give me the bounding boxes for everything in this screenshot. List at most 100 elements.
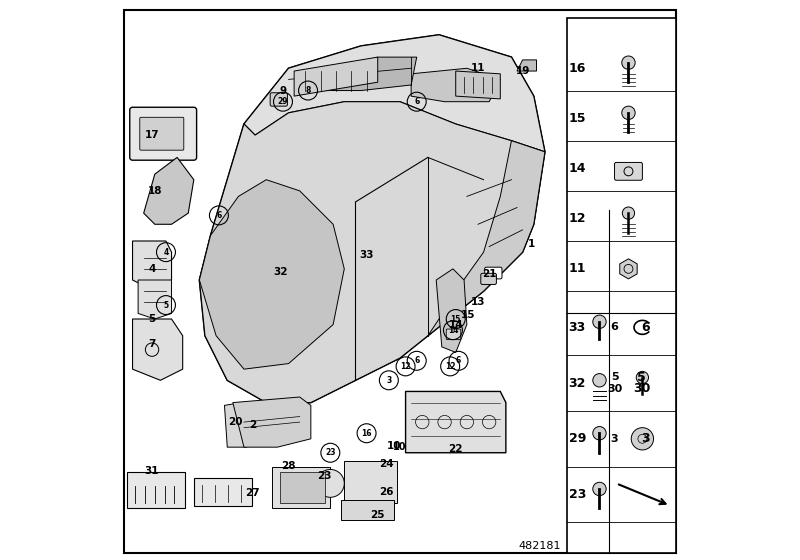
Text: 1: 1 (527, 239, 534, 249)
Circle shape (593, 427, 606, 440)
Circle shape (622, 56, 635, 69)
Polygon shape (456, 71, 500, 99)
Polygon shape (342, 500, 394, 520)
Text: 12: 12 (445, 362, 455, 371)
Text: 5: 5 (163, 301, 169, 310)
Text: 5: 5 (149, 314, 156, 324)
Text: 4: 4 (148, 264, 156, 274)
Text: 6: 6 (414, 356, 419, 365)
Text: 15: 15 (569, 112, 586, 125)
Text: 6: 6 (641, 321, 650, 334)
Text: 12: 12 (569, 212, 586, 225)
Text: 16: 16 (569, 62, 586, 74)
FancyBboxPatch shape (614, 162, 642, 180)
Text: 29: 29 (278, 97, 288, 106)
Text: 11: 11 (569, 262, 586, 276)
FancyBboxPatch shape (481, 273, 496, 284)
Text: 25: 25 (370, 510, 385, 520)
Text: 22: 22 (449, 444, 463, 454)
Polygon shape (411, 68, 500, 102)
Text: 23: 23 (318, 471, 332, 481)
Text: 9: 9 (279, 86, 286, 96)
Text: 4: 4 (163, 248, 169, 256)
FancyBboxPatch shape (130, 108, 197, 160)
Circle shape (631, 428, 654, 450)
Polygon shape (244, 35, 545, 152)
Circle shape (317, 469, 344, 497)
Text: 31: 31 (145, 465, 159, 475)
Polygon shape (517, 60, 537, 71)
Text: 23: 23 (569, 488, 586, 501)
Text: 19: 19 (515, 66, 530, 76)
Polygon shape (199, 180, 344, 369)
Text: 10: 10 (394, 442, 406, 452)
Text: 18: 18 (147, 186, 162, 196)
Text: 17: 17 (145, 130, 159, 140)
Text: 21: 21 (482, 269, 497, 279)
FancyBboxPatch shape (446, 329, 461, 339)
Circle shape (593, 374, 606, 387)
Polygon shape (133, 241, 171, 291)
Polygon shape (322, 57, 417, 91)
Circle shape (593, 315, 606, 329)
FancyBboxPatch shape (485, 267, 502, 279)
Text: 13: 13 (470, 297, 486, 307)
Text: 33: 33 (569, 321, 586, 334)
Text: 32: 32 (273, 267, 287, 277)
Text: 29: 29 (569, 432, 586, 445)
Polygon shape (272, 466, 330, 508)
Circle shape (636, 371, 649, 384)
Text: 3: 3 (610, 434, 618, 444)
Text: 28: 28 (282, 461, 296, 471)
Text: 27: 27 (245, 488, 260, 498)
Text: 15: 15 (461, 310, 475, 320)
Text: 6: 6 (216, 211, 222, 220)
Polygon shape (144, 157, 194, 224)
Polygon shape (225, 403, 246, 447)
Text: 16: 16 (362, 429, 372, 438)
Polygon shape (127, 472, 186, 508)
Polygon shape (280, 472, 325, 503)
Polygon shape (344, 461, 398, 503)
Polygon shape (436, 269, 467, 352)
Polygon shape (194, 478, 252, 506)
Text: 2: 2 (249, 420, 256, 430)
Text: 26: 26 (379, 487, 394, 497)
Polygon shape (133, 319, 182, 380)
Polygon shape (406, 391, 506, 452)
Polygon shape (233, 397, 311, 447)
Polygon shape (138, 280, 171, 319)
Text: 3: 3 (386, 376, 391, 385)
Text: 10: 10 (387, 441, 402, 451)
Polygon shape (294, 57, 378, 96)
Text: 5
30: 5 30 (607, 372, 622, 394)
Text: 8: 8 (306, 86, 310, 95)
Polygon shape (199, 102, 545, 403)
Text: 482181: 482181 (518, 542, 561, 552)
Text: 14: 14 (569, 162, 586, 175)
Circle shape (622, 106, 635, 119)
Text: 24: 24 (378, 459, 394, 469)
Polygon shape (428, 141, 545, 336)
Circle shape (622, 207, 634, 220)
Text: 6: 6 (610, 323, 618, 333)
Text: 7: 7 (148, 339, 156, 349)
Text: 30: 30 (633, 382, 650, 395)
Text: 33: 33 (359, 250, 374, 260)
Bar (567, 18, 676, 553)
Text: 11: 11 (470, 63, 486, 73)
Text: 6: 6 (414, 97, 419, 106)
Text: 6: 6 (456, 356, 461, 365)
Text: 14: 14 (448, 326, 458, 335)
Text: 20: 20 (228, 417, 243, 427)
Text: 3: 3 (641, 432, 650, 445)
Text: 15: 15 (450, 315, 461, 324)
Polygon shape (199, 35, 545, 403)
Circle shape (593, 482, 606, 496)
FancyBboxPatch shape (270, 93, 287, 106)
Text: 12: 12 (400, 362, 411, 371)
FancyBboxPatch shape (140, 117, 184, 150)
Text: 5: 5 (638, 371, 646, 384)
Text: 14: 14 (449, 320, 463, 330)
Text: 32: 32 (569, 376, 586, 390)
